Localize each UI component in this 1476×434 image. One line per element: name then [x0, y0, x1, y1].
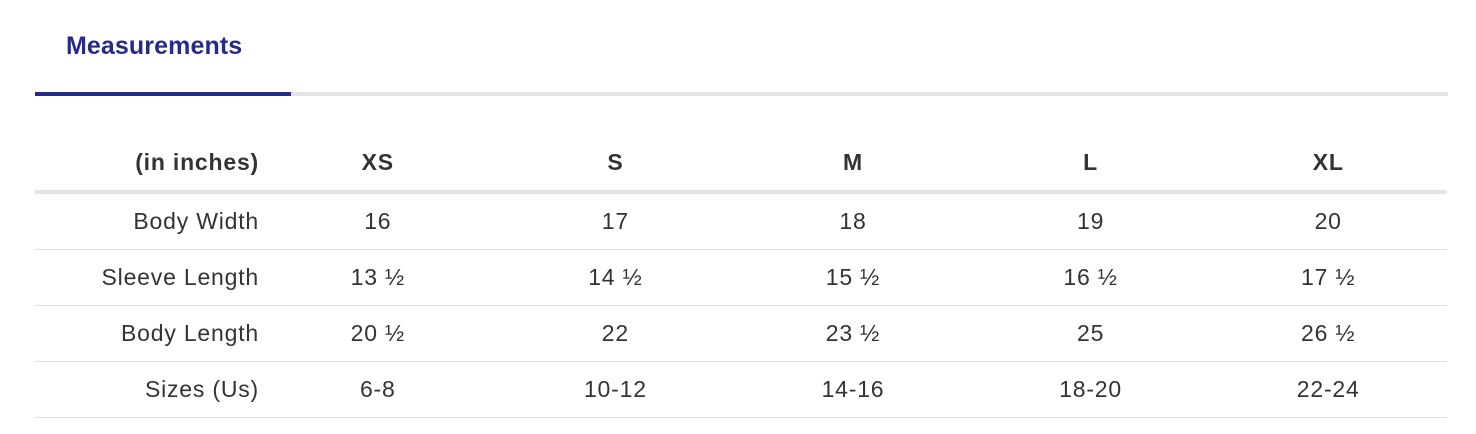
size-header-xs: XS — [259, 134, 497, 194]
unit-label: (in inches) — [35, 134, 259, 194]
table-cell: 16 ½ — [971, 249, 1210, 306]
row-label-sleeve-length: Sleeve Length — [35, 249, 259, 306]
table-cell: 17 ½ — [1209, 249, 1447, 306]
table-cell: 10-12 — [496, 361, 735, 418]
table-cell: 26 ½ — [1209, 305, 1447, 362]
row-label-sizes-us: Sizes (Us) — [35, 361, 259, 418]
size-chart-table: (in inches) XS S M L XL Body Width 16 17… — [35, 134, 1447, 418]
tab-track-divider — [35, 92, 1448, 96]
table-row: Sizes (Us) 6-8 10-12 14-16 18-20 22-24 — [35, 361, 1447, 418]
table-cell: 19 — [971, 192, 1210, 250]
table-row: Body Length 20 ½ 22 23 ½ 25 26 ½ — [35, 305, 1447, 362]
tab-active-indicator — [35, 92, 291, 96]
table-cell: 16 — [259, 192, 497, 250]
tab-measurements-label: Measurements — [66, 32, 243, 60]
size-header-m: M — [734, 134, 972, 194]
row-label-body-length: Body Length — [35, 305, 259, 362]
tab-measurements[interactable]: Measurements — [35, 0, 291, 96]
size-chart-header: (in inches) XS S M L XL — [35, 134, 1447, 194]
table-cell: 15 ½ — [734, 249, 972, 306]
header-row: (in inches) XS S M L XL — [35, 134, 1447, 194]
size-chart-body: Body Width 16 17 18 19 20 Sleeve Length … — [35, 192, 1447, 418]
table-cell: 18 — [734, 192, 972, 250]
table-cell: 20 ½ — [259, 305, 497, 362]
table-cell: 6-8 — [259, 361, 497, 418]
table-cell: 18-20 — [971, 361, 1210, 418]
table-cell: 22-24 — [1209, 361, 1447, 418]
table-cell: 20 — [1209, 192, 1447, 250]
row-label-body-width: Body Width — [35, 192, 259, 250]
table-cell: 14 ½ — [496, 249, 735, 306]
table-row: Body Width 16 17 18 19 20 — [35, 192, 1447, 250]
table-cell: 23 ½ — [734, 305, 972, 362]
table-cell: 13 ½ — [259, 249, 497, 306]
size-header-s: S — [496, 134, 735, 194]
table-row: Sleeve Length 13 ½ 14 ½ 15 ½ 16 ½ 17 ½ — [35, 249, 1447, 306]
table-cell: 22 — [496, 305, 735, 362]
size-header-xl: XL — [1209, 134, 1447, 194]
tab-bar: Measurements — [35, 0, 1448, 96]
table-cell: 17 — [496, 192, 735, 250]
table-cell: 14-16 — [734, 361, 972, 418]
size-header-l: L — [971, 134, 1210, 194]
table-cell: 25 — [971, 305, 1210, 362]
